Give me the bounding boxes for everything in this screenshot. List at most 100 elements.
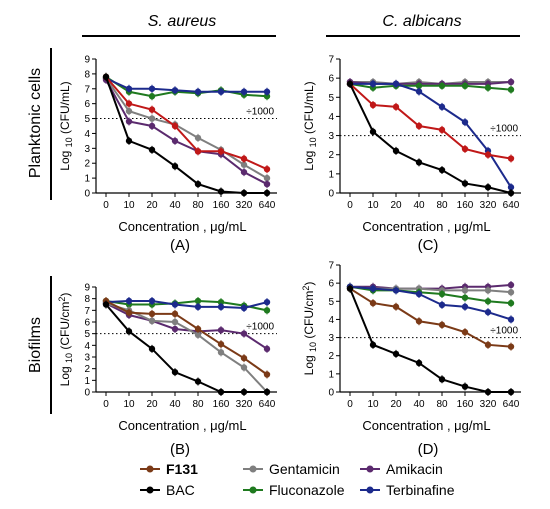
col-title-s-aureus: S. aureus	[148, 13, 216, 30]
x-tick-label: 10	[367, 200, 379, 211]
y-tick-label: 2	[84, 364, 90, 375]
data-point	[125, 118, 133, 125]
data-point	[507, 388, 515, 396]
data-point	[240, 364, 248, 371]
panel-label-a: (A)	[170, 237, 190, 254]
data-point	[125, 297, 133, 305]
y-tick-label: 3	[328, 131, 334, 142]
data-point	[507, 299, 515, 307]
y-tick-label: 7	[328, 261, 334, 272]
data-point	[125, 85, 133, 92]
x-tick-label: 640	[259, 200, 276, 211]
series-line-terbinafine	[350, 82, 512, 188]
y-tick-label: 0	[328, 189, 334, 200]
legend-swatch-marker	[146, 465, 154, 473]
data-point	[217, 388, 225, 396]
x-tick-label: 20	[146, 399, 158, 410]
y-tick-label: 6	[328, 74, 334, 85]
x-tick-label: 80	[436, 399, 448, 410]
x-tick-label: 0	[347, 399, 353, 410]
x-tick-label: 80	[192, 399, 204, 410]
y-tick-label: 1	[328, 369, 334, 380]
y-tick-label: 3	[328, 333, 334, 344]
data-point	[507, 184, 515, 191]
x-tick-label: 10	[123, 399, 135, 410]
x-tick-label: 40	[169, 200, 181, 211]
data-point	[148, 345, 156, 353]
y-tick-label: 5	[328, 297, 334, 308]
threshold-label: ÷1000	[490, 124, 518, 135]
data-point	[392, 80, 400, 88]
x-axis-label: Concentration , μg/mL	[118, 418, 246, 433]
data-point	[125, 328, 133, 335]
data-point	[438, 301, 446, 309]
legend-swatch-marker	[146, 486, 154, 494]
data-point	[125, 137, 133, 145]
x-tick-label: 40	[413, 200, 425, 211]
x-tick-label: 10	[367, 399, 379, 410]
y-tick-label: 4	[84, 341, 90, 352]
x-tick-label: 20	[146, 200, 158, 211]
y-tick-label: 4	[84, 129, 90, 140]
y-tick-label: 3	[84, 353, 90, 364]
y-tick-label: 9	[84, 283, 90, 294]
x-tick-label: 40	[169, 399, 181, 410]
data-point	[507, 155, 515, 162]
series-line-bac	[105, 303, 267, 393]
data-point	[484, 151, 492, 158]
data-point	[217, 298, 225, 306]
data-point	[125, 309, 133, 316]
data-point	[194, 148, 202, 155]
y-tick-label: 0	[328, 388, 334, 399]
data-point	[392, 103, 400, 111]
data-point	[171, 137, 179, 145]
data-point	[194, 378, 202, 385]
series-line-bac	[105, 76, 267, 194]
data-point	[171, 122, 179, 130]
legend-swatch-marker	[249, 486, 257, 494]
data-point	[240, 388, 248, 396]
data-point	[125, 107, 133, 115]
data-point	[148, 106, 156, 113]
legend-label: BAC	[166, 482, 195, 498]
y-tick-label: 6	[84, 99, 90, 110]
data-point	[392, 350, 400, 358]
data-point	[415, 122, 423, 130]
data-point	[171, 318, 179, 326]
data-point	[484, 388, 492, 396]
data-point	[415, 82, 423, 90]
x-tick-label: 320	[236, 399, 253, 410]
data-point	[240, 354, 248, 362]
y-tick-label: 8	[84, 294, 90, 305]
series-line-f131	[349, 287, 512, 348]
data-point	[507, 316, 515, 323]
data-point	[461, 118, 469, 126]
data-point	[263, 174, 271, 182]
x-tick-label: 640	[503, 200, 520, 211]
y-tick-label: 2	[328, 351, 334, 362]
x-tick-label: 40	[413, 399, 425, 410]
data-point	[217, 148, 225, 155]
threshold-label: ÷1000	[246, 107, 274, 118]
data-point	[194, 134, 202, 142]
x-axis-label: Concentration , μg/mL	[118, 219, 246, 234]
data-point	[263, 180, 271, 188]
series-line-f131	[105, 300, 268, 376]
y-tick-label: 1	[328, 169, 334, 180]
data-point	[171, 301, 179, 308]
data-point	[507, 289, 515, 296]
x-tick-label: 640	[503, 399, 520, 410]
x-axis-label: Concentration , μg/mL	[362, 418, 490, 433]
x-tick-label: 640	[259, 399, 276, 410]
y-tick-label: 4	[328, 315, 334, 326]
y-tick-label: 0	[84, 388, 90, 399]
data-point	[369, 80, 377, 88]
data-point	[438, 321, 446, 329]
data-point	[240, 304, 248, 312]
y-tick-label: 5	[328, 93, 334, 104]
data-point	[240, 330, 248, 337]
data-point	[484, 287, 492, 294]
series-line-fluconazole	[105, 299, 268, 312]
y-tick-label: 8	[84, 69, 90, 80]
